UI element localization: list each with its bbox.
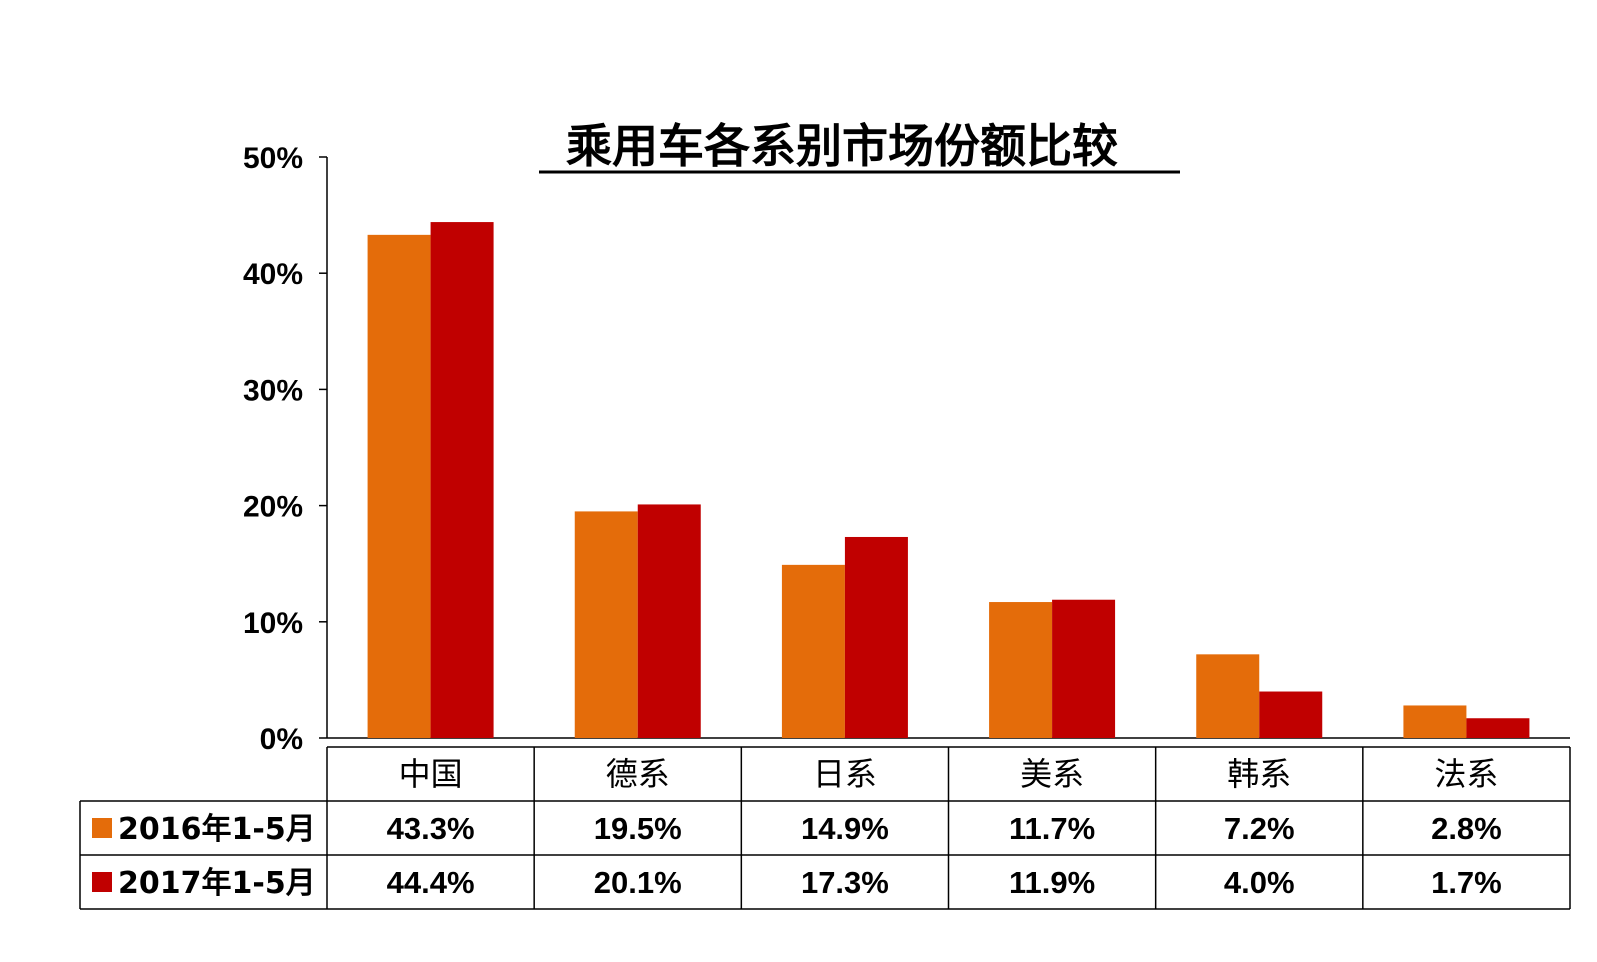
x-tick-label: 法系 [1434,755,1498,793]
data-label: 11.7% [1009,811,1095,846]
bar-2016-1 [574,511,638,738]
chart-title: 乘用车各系别市场份额比较 [566,119,1118,173]
data-label: 44.4% [387,865,475,900]
bar-2016-0 [367,234,431,738]
y-tick-label: 50% [243,142,303,175]
legend-label-1: 2017年1-5月 [118,866,316,901]
bar-2017-0 [430,222,494,738]
data-label: 11.9% [1009,865,1095,900]
data-label: 20.1% [594,865,682,900]
y-tick-label: 20% [243,491,303,524]
x-tick-label: 中国 [399,755,463,793]
bar-2017-2 [844,536,908,738]
y-axis: 0% 10% 20% 30% 40% 50% [243,142,1570,756]
y-tick-label: 30% [243,374,303,407]
data-label: 43.3% [387,811,475,846]
y-tick-label: 0% [260,723,303,756]
data-label: 2.8% [1431,811,1502,846]
legend-swatch-0 [92,818,112,838]
data-label: 4.0% [1224,865,1295,900]
data-label: 14.9% [801,811,889,846]
bar-2017-3 [1052,599,1116,738]
bar-2017-4 [1259,691,1323,738]
legend-swatch-1 [92,872,112,892]
bar-2017-1 [637,504,701,738]
bar-2017-5 [1466,718,1530,738]
y-tick-label: 10% [243,607,303,640]
bar-2016-4 [1196,654,1260,738]
bar-2016-5 [1403,705,1467,738]
legend-label-0: 2016年1-5月 [118,812,316,847]
x-tick-label: 德系 [606,755,670,793]
data-label: 19.5% [594,811,682,846]
x-tick-label: 美系 [1020,755,1084,793]
bar-2016-2 [781,564,845,738]
x-tick-label: 日系 [813,755,877,793]
data-table: 中国 德系 日系 美系 韩系 法系 2016年1-5月 43.3% 19.5% 14.9% 11.7… [79,746,1571,910]
x-tick-label: 韩系 [1227,755,1291,793]
data-label: 1.7% [1431,865,1502,900]
bar-2016-3 [989,602,1053,738]
bars [367,222,1530,738]
y-tick-label: 40% [243,258,303,291]
data-label: 17.3% [801,865,889,900]
data-label: 7.2% [1224,811,1295,846]
